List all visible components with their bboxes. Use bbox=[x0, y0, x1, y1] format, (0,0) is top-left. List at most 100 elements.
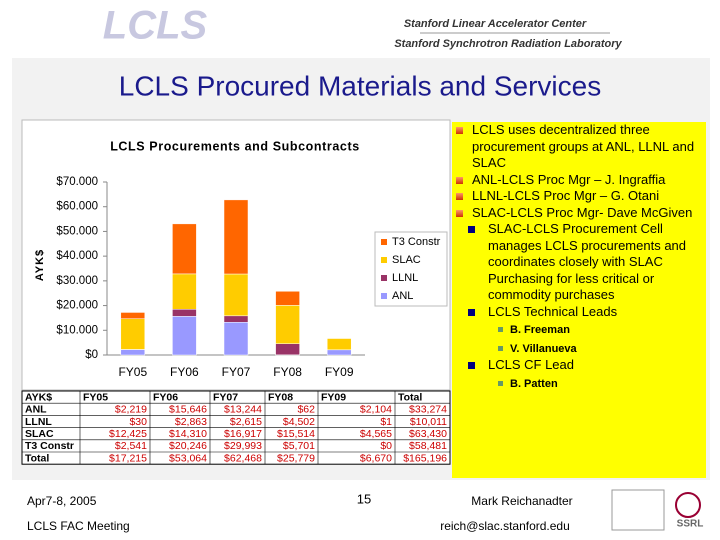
table-cell: Total bbox=[25, 452, 49, 464]
table-cell: $1 bbox=[380, 416, 392, 428]
y-tick-label: $20.000 bbox=[56, 300, 98, 312]
table-cell: $29,993 bbox=[224, 440, 262, 452]
table-cell: $2,104 bbox=[360, 404, 392, 416]
table-header: FY08 bbox=[268, 391, 293, 403]
bar-segment bbox=[172, 309, 197, 317]
bullet-item: V. Villanueva bbox=[488, 341, 706, 358]
table-header: FY06 bbox=[153, 391, 178, 403]
footer-author: Mark Reichanadter bbox=[471, 494, 572, 508]
legend-swatch bbox=[381, 257, 387, 263]
bar-segment bbox=[275, 343, 300, 356]
bullet-text: SLAC-LCLS Procurement Cell manages LCLS … bbox=[488, 221, 687, 302]
table-header: FY07 bbox=[213, 391, 238, 403]
footer-logo bbox=[611, 489, 665, 531]
bar-segment bbox=[326, 349, 352, 356]
bullet-text: LCLS uses decentralized three procuremen… bbox=[472, 122, 695, 170]
y-axis-label: AYK$ bbox=[34, 249, 46, 281]
table-cell: LLNL bbox=[25, 416, 52, 428]
footer-logo-ring bbox=[675, 492, 701, 518]
bullet-list: LCLS uses decentralized three procuremen… bbox=[452, 122, 706, 392]
table-cell: $53,064 bbox=[169, 452, 207, 464]
bullet-item: LCLS Technical Leads B. Freeman V. Villanu… bbox=[458, 304, 706, 358]
table-cell: $14,310 bbox=[169, 428, 207, 440]
bar-segment bbox=[275, 291, 300, 306]
slide-title: LCLS Procured Materials and Services bbox=[119, 70, 601, 101]
chart-title: LCLS Procurements and Subcontracts bbox=[110, 139, 360, 153]
table-header: FY05 bbox=[83, 391, 108, 403]
bullet-item: SLAC-LCLS Proc Mgr- Dave McGiven SLAC-LCL… bbox=[452, 205, 706, 393]
table-cell: T3 Constr bbox=[25, 440, 74, 452]
legend-label: T3 Constr bbox=[392, 236, 441, 248]
x-tick-label: FY05 bbox=[118, 365, 147, 379]
bar-segment bbox=[120, 349, 146, 356]
footer-date: Apr7-8, 2005 bbox=[27, 494, 97, 508]
bullet-item: LCLS CF Lead B. Patten bbox=[458, 357, 706, 392]
legend-swatch bbox=[381, 239, 387, 245]
y-tick-label: $0 bbox=[85, 349, 98, 361]
x-tick-label: FY07 bbox=[222, 365, 251, 379]
table-header: AYK$ bbox=[25, 391, 52, 403]
org-name: Stanford Synchrotron Radiation Laborator… bbox=[394, 38, 622, 50]
bar-segment bbox=[223, 199, 249, 275]
bullet-text: B. Patten bbox=[510, 377, 558, 390]
bullet-item: SLAC-LCLS Procurement Cell manages LCLS … bbox=[458, 221, 706, 304]
bullet-list: B. Freeman V. Villanueva bbox=[488, 322, 706, 357]
legend-swatch bbox=[381, 293, 387, 299]
table-cell: $33,274 bbox=[409, 404, 447, 416]
y-tick-label: $70.000 bbox=[56, 176, 98, 188]
table-cell: $62,468 bbox=[224, 452, 262, 464]
table-cell: $13,244 bbox=[224, 404, 262, 416]
bullet-text: LLNL-LCLS Proc Mgr – G. Otani bbox=[472, 188, 660, 203]
bullet-item: LCLS uses decentralized three procuremen… bbox=[452, 122, 706, 172]
table-cell: $17,215 bbox=[109, 452, 147, 464]
legend-label: ANL bbox=[392, 290, 413, 302]
y-tick-label: $10.000 bbox=[56, 324, 98, 336]
table-cell: $16,917 bbox=[224, 428, 262, 440]
table-cell: $30 bbox=[129, 416, 147, 428]
bar-segment bbox=[172, 316, 197, 356]
table-cell: $4,565 bbox=[360, 428, 392, 440]
x-tick-label: FY09 bbox=[325, 365, 354, 379]
table-cell: $2,615 bbox=[230, 416, 262, 428]
y-tick-label: $50.000 bbox=[56, 225, 98, 237]
table-header: FY09 bbox=[321, 391, 346, 403]
bullet-text: SLAC-LCLS Proc Mgr- Dave McGiven bbox=[472, 204, 693, 220]
table-cell: $6,670 bbox=[360, 452, 392, 464]
bar-segment bbox=[172, 223, 197, 275]
bullet-text: B. Freeman bbox=[510, 324, 570, 336]
bullet-item: ANL-LCLS Proc Mgr – J. Ingraffia bbox=[452, 172, 706, 189]
table-cell: $165,196 bbox=[403, 452, 447, 464]
table-cell: $15,514 bbox=[277, 428, 315, 440]
table-cell: $12,425 bbox=[109, 428, 147, 440]
bullet-text: LCLS Technical Leads bbox=[488, 303, 618, 319]
table-cell: $2,541 bbox=[115, 440, 147, 452]
table-header: Total bbox=[398, 391, 422, 403]
table-cell: $62 bbox=[297, 404, 315, 416]
x-tick-label: FY08 bbox=[273, 365, 302, 379]
bar-segment bbox=[120, 318, 146, 350]
bar-segment bbox=[120, 312, 146, 319]
bar-segment bbox=[172, 273, 197, 310]
table-cell: $63,430 bbox=[409, 428, 447, 440]
y-tick-label: $40.000 bbox=[56, 250, 98, 262]
bullet-text: V. Villanueva bbox=[510, 342, 577, 355]
y-tick-label: $60.000 bbox=[56, 201, 98, 213]
bar-segment bbox=[223, 315, 249, 323]
bar-segment bbox=[223, 273, 249, 317]
table-cell: ANL bbox=[25, 404, 47, 416]
bullet-box: LCLS uses decentralized three procuremen… bbox=[452, 122, 706, 478]
table-cell: $2,219 bbox=[115, 404, 147, 416]
table-cell: $5,701 bbox=[283, 440, 315, 452]
page-number: 15 bbox=[357, 491, 371, 506]
table-cell: SLAC bbox=[25, 428, 54, 440]
logo: LCLS bbox=[103, 4, 208, 48]
footer-meeting: LCLS FAC Meeting bbox=[27, 519, 130, 533]
table-cell: $0 bbox=[380, 440, 392, 452]
bullet-list: SLAC-LCLS Procurement Cell manages LCLS … bbox=[468, 221, 706, 392]
table-cell: $58,481 bbox=[409, 440, 447, 452]
table-cell: $20,246 bbox=[169, 440, 207, 452]
y-tick-label: $30.000 bbox=[56, 275, 98, 287]
bullet-item: B. Patten bbox=[488, 376, 706, 393]
bullet-item: LLNL-LCLS Proc Mgr – G. Otani bbox=[452, 188, 706, 205]
